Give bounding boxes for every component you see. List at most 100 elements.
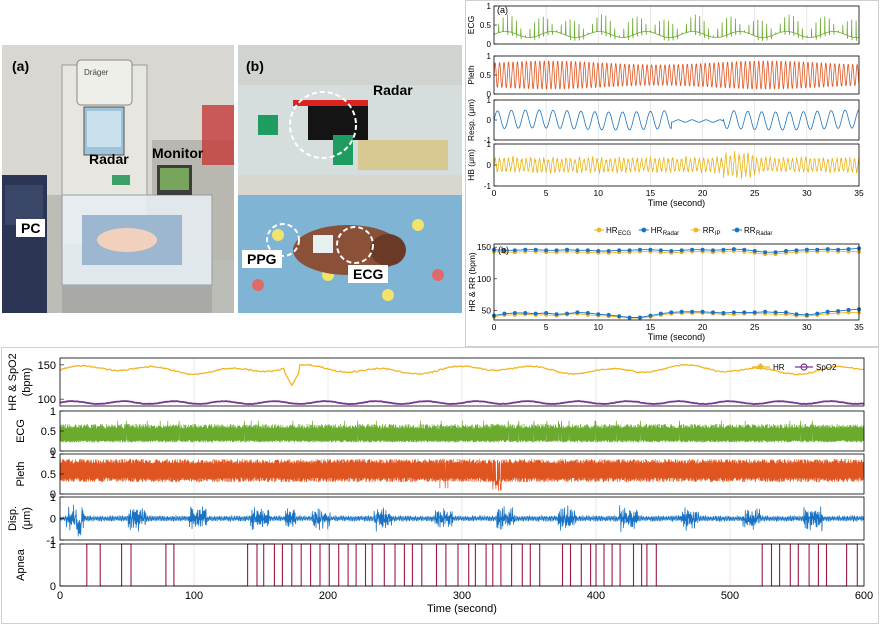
panel-c-ytick-label: 0.5	[41, 426, 56, 438]
panel-c-ytick-label: 1	[50, 492, 56, 504]
tag-radar-b: Radar	[373, 82, 413, 98]
tag-monitor: Monitor	[152, 145, 204, 161]
data-point-rr-radar	[711, 310, 715, 315]
displacement-trace	[59, 504, 865, 537]
data-point-hr-radar	[533, 247, 538, 252]
panel-c-ytick-label: 0	[50, 489, 56, 501]
panel-a-xtick-label: 30	[802, 188, 812, 198]
panel-a-xtick-label: 25	[750, 188, 760, 198]
data-point-hr-radar	[554, 248, 559, 253]
panel-a-ytick-label: 0	[487, 40, 492, 49]
data-point-rr-radar	[617, 314, 622, 319]
data-point-rr-radar	[544, 311, 549, 316]
data-point-hr-radar	[544, 248, 549, 253]
data-point-rr-radar	[825, 309, 830, 314]
tag-ppg: PPG	[242, 250, 282, 268]
data-point-hr-radar	[731, 247, 736, 252]
panel-c-ylabel: (μm)	[21, 507, 33, 530]
panel-c-ylabel: Pleth	[15, 461, 27, 486]
spo2-trend-line	[59, 400, 865, 405]
panel-a-xtick-label: 5	[544, 188, 549, 198]
panel-c-ytick-label: 0.5	[41, 469, 56, 481]
panel-b-axes	[493, 243, 860, 321]
legend-entry-text: RR	[744, 226, 756, 235]
data-point-rr-radar	[804, 312, 809, 317]
data-point-rr-radar	[794, 312, 799, 317]
data-point-rr-radar	[836, 309, 841, 314]
photo-a-label: (a)	[12, 58, 30, 74]
data-point-rr-radar	[679, 309, 684, 314]
data-point-hr-radar	[648, 247, 653, 252]
panel-a-ylabel: HB (μm)	[466, 149, 476, 181]
panel-b-label: (b)	[498, 245, 509, 255]
legend-marker	[734, 227, 740, 233]
hr-trend-line	[60, 363, 865, 387]
tag-pc: PC	[16, 219, 46, 237]
data-point-hr-radar	[711, 248, 715, 253]
legend-text-hr: HR	[773, 363, 785, 372]
panel-a-xtick-label: 10	[594, 188, 604, 198]
legend-marker-hr	[756, 362, 765, 371]
data-point-rr-radar	[575, 310, 580, 315]
panel-a-xtick-label: 0	[492, 188, 497, 198]
data-point-rr-radar	[565, 311, 569, 316]
data-point-hr-radar	[565, 247, 569, 252]
panel-b-ytick-label: 150	[477, 242, 491, 252]
data-point-rr-radar	[502, 311, 507, 316]
panel-c-ytick-label: 0	[50, 514, 56, 526]
data-point-hr-radar	[825, 247, 830, 252]
legend-marker	[596, 227, 602, 233]
data-point-rr-radar	[815, 311, 820, 316]
tag-radar-a: Radar	[89, 151, 129, 167]
data-point-rr-radar	[846, 307, 851, 312]
ecg-long-trace	[59, 420, 865, 443]
panel-c-ytick-label: 0	[50, 581, 56, 593]
legend-entry-subscript: Radar	[663, 231, 679, 237]
data-point-hr-radar	[627, 248, 632, 253]
panel-a-ytick-label: 1	[487, 140, 492, 149]
panel-b-ytick-label: 100	[477, 274, 491, 284]
data-point-hr-radar	[596, 248, 601, 253]
panel-c-ylabel: Apnea	[15, 548, 27, 581]
panel-c-axes	[59, 543, 865, 587]
panel-a-series-line	[493, 109, 860, 131]
data-point-hr-radar	[523, 247, 528, 252]
data-point-hr-radar	[690, 247, 695, 252]
panel-b-xlabel: Time (second)	[648, 332, 705, 342]
data-point-rr-radar	[606, 312, 611, 317]
panel-a-ytick-label: 0	[487, 161, 492, 170]
legend-entry-subscript: Radar	[756, 231, 772, 237]
data-point-rr-radar	[690, 309, 695, 314]
data-point-rr-radar	[752, 310, 757, 315]
panel-b-xtick-label: 20	[698, 322, 708, 332]
data-point-hr-radar	[669, 248, 674, 253]
panel-c-xtick-label: 500	[721, 590, 739, 602]
legend-marker	[641, 227, 647, 233]
photo-a-incubator-setup: Dräger (a) Radar Monitor PC	[2, 45, 234, 313]
panel-a-ytick-label: -1	[484, 182, 492, 191]
right-figure-frame	[465, 0, 879, 347]
panel-c-xtick-label: 600	[855, 590, 873, 602]
panel-b-xtick-label: 10	[594, 322, 604, 332]
data-point-hr-radar	[700, 247, 705, 252]
panel-a-ytick-label: 1	[487, 96, 492, 105]
data-point-hr-radar	[836, 247, 841, 252]
data-point-hr-radar	[575, 248, 580, 253]
panel-a-series-line	[493, 60, 860, 90]
data-point-hr-radar	[617, 248, 622, 253]
panel-a-ylabel: ECG	[466, 16, 476, 34]
panel-b-xtick-label: 25	[750, 322, 760, 332]
panel-b-xtick-label: 0	[492, 322, 497, 332]
data-point-hr-radar	[794, 248, 799, 253]
legend-entry-subscript: ECG	[618, 231, 631, 237]
panel-c-ytick-label: 1	[50, 406, 56, 418]
data-point-hr-radar	[752, 248, 757, 253]
data-point-rr-radar	[627, 315, 632, 320]
panel-a-ylabel: Resp. (μm)	[466, 99, 476, 141]
data-point-hr-radar	[815, 247, 820, 252]
panel-b-xtick-label: 5	[544, 322, 549, 332]
data-point-rr-radar	[648, 313, 653, 318]
panel-a-ylabel: Pleth	[466, 65, 476, 85]
